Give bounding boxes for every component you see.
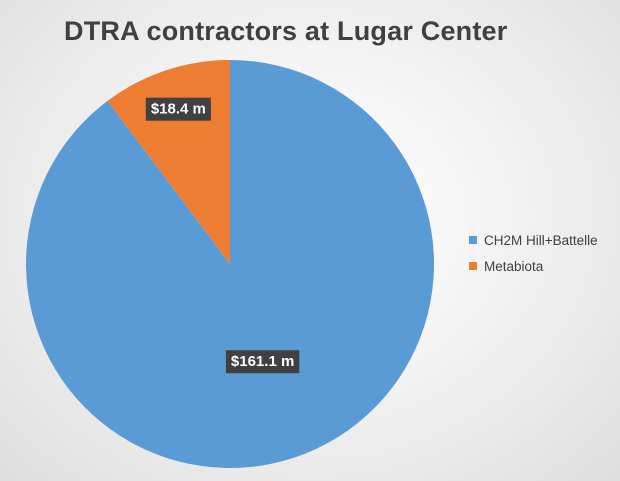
legend: CH2M Hill+Battelle Metabiota xyxy=(469,227,598,279)
legend-swatch xyxy=(469,236,477,244)
data-label: $18.4 m xyxy=(145,97,211,121)
legend-label: Metabiota xyxy=(484,258,544,274)
data-label-box xyxy=(145,97,211,121)
legend-item-ch2m-hill-battelle: CH2M Hill+Battelle xyxy=(469,227,598,253)
data-label: $161.1 m xyxy=(225,350,300,374)
legend-swatch xyxy=(469,262,477,270)
pie-slices xyxy=(25,60,434,468)
legend-item-metabiota: Metabiota xyxy=(469,253,598,279)
data-label-text: $161.1 m xyxy=(231,353,294,370)
pie-slice-ch2m-hill-battelle xyxy=(25,60,434,468)
data-label-box xyxy=(225,350,300,374)
chart-title: DTRA contractors at Lugar Center xyxy=(64,16,508,46)
data-labels: $161.1 m $18.4 m xyxy=(145,97,300,374)
legend-label: CH2M Hill+Battelle xyxy=(484,232,598,248)
data-label-text: $18.4 m xyxy=(151,101,206,118)
